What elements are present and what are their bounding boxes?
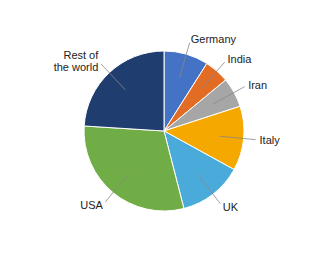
chart: Germany India Iran Italy UK USA Rest ofthe wor… [0,0,328,262]
slice-label: Iran [248,79,267,91]
leader-line [198,175,220,203]
slice-label-line: Iran [248,79,267,91]
slice-label: USA [80,199,103,211]
slice-label: Rest ofthe world [54,49,100,73]
slice-label: UK [223,201,239,213]
leader-line [201,62,225,89]
chart-container: Germany India Iran Italy UK USA Rest ofthe wor… [0,0,328,262]
slice-label: Italy [260,134,281,146]
slice-label-line: India [227,53,252,65]
slice-label-line: Rest of [63,49,99,61]
slices [84,51,244,211]
leader-line [220,136,256,139]
leader-line [180,43,190,78]
slice-label-line: the world [54,61,99,73]
slice-label-line: USA [80,199,103,211]
leader-line [213,87,245,104]
slice-label: Germany [191,33,237,45]
pie: Germany India Iran Italy UK USA Rest ofthe wor… [54,33,281,213]
leader-line [105,174,128,202]
slice-label-line: Germany [191,33,237,45]
slice-label: India [227,53,252,65]
leader-line [101,64,126,90]
slice-label-line: UK [223,201,239,213]
labels: Germany India Iran Italy UK USA Rest ofthe wor… [54,33,281,213]
slice-label-line: Italy [260,134,281,146]
